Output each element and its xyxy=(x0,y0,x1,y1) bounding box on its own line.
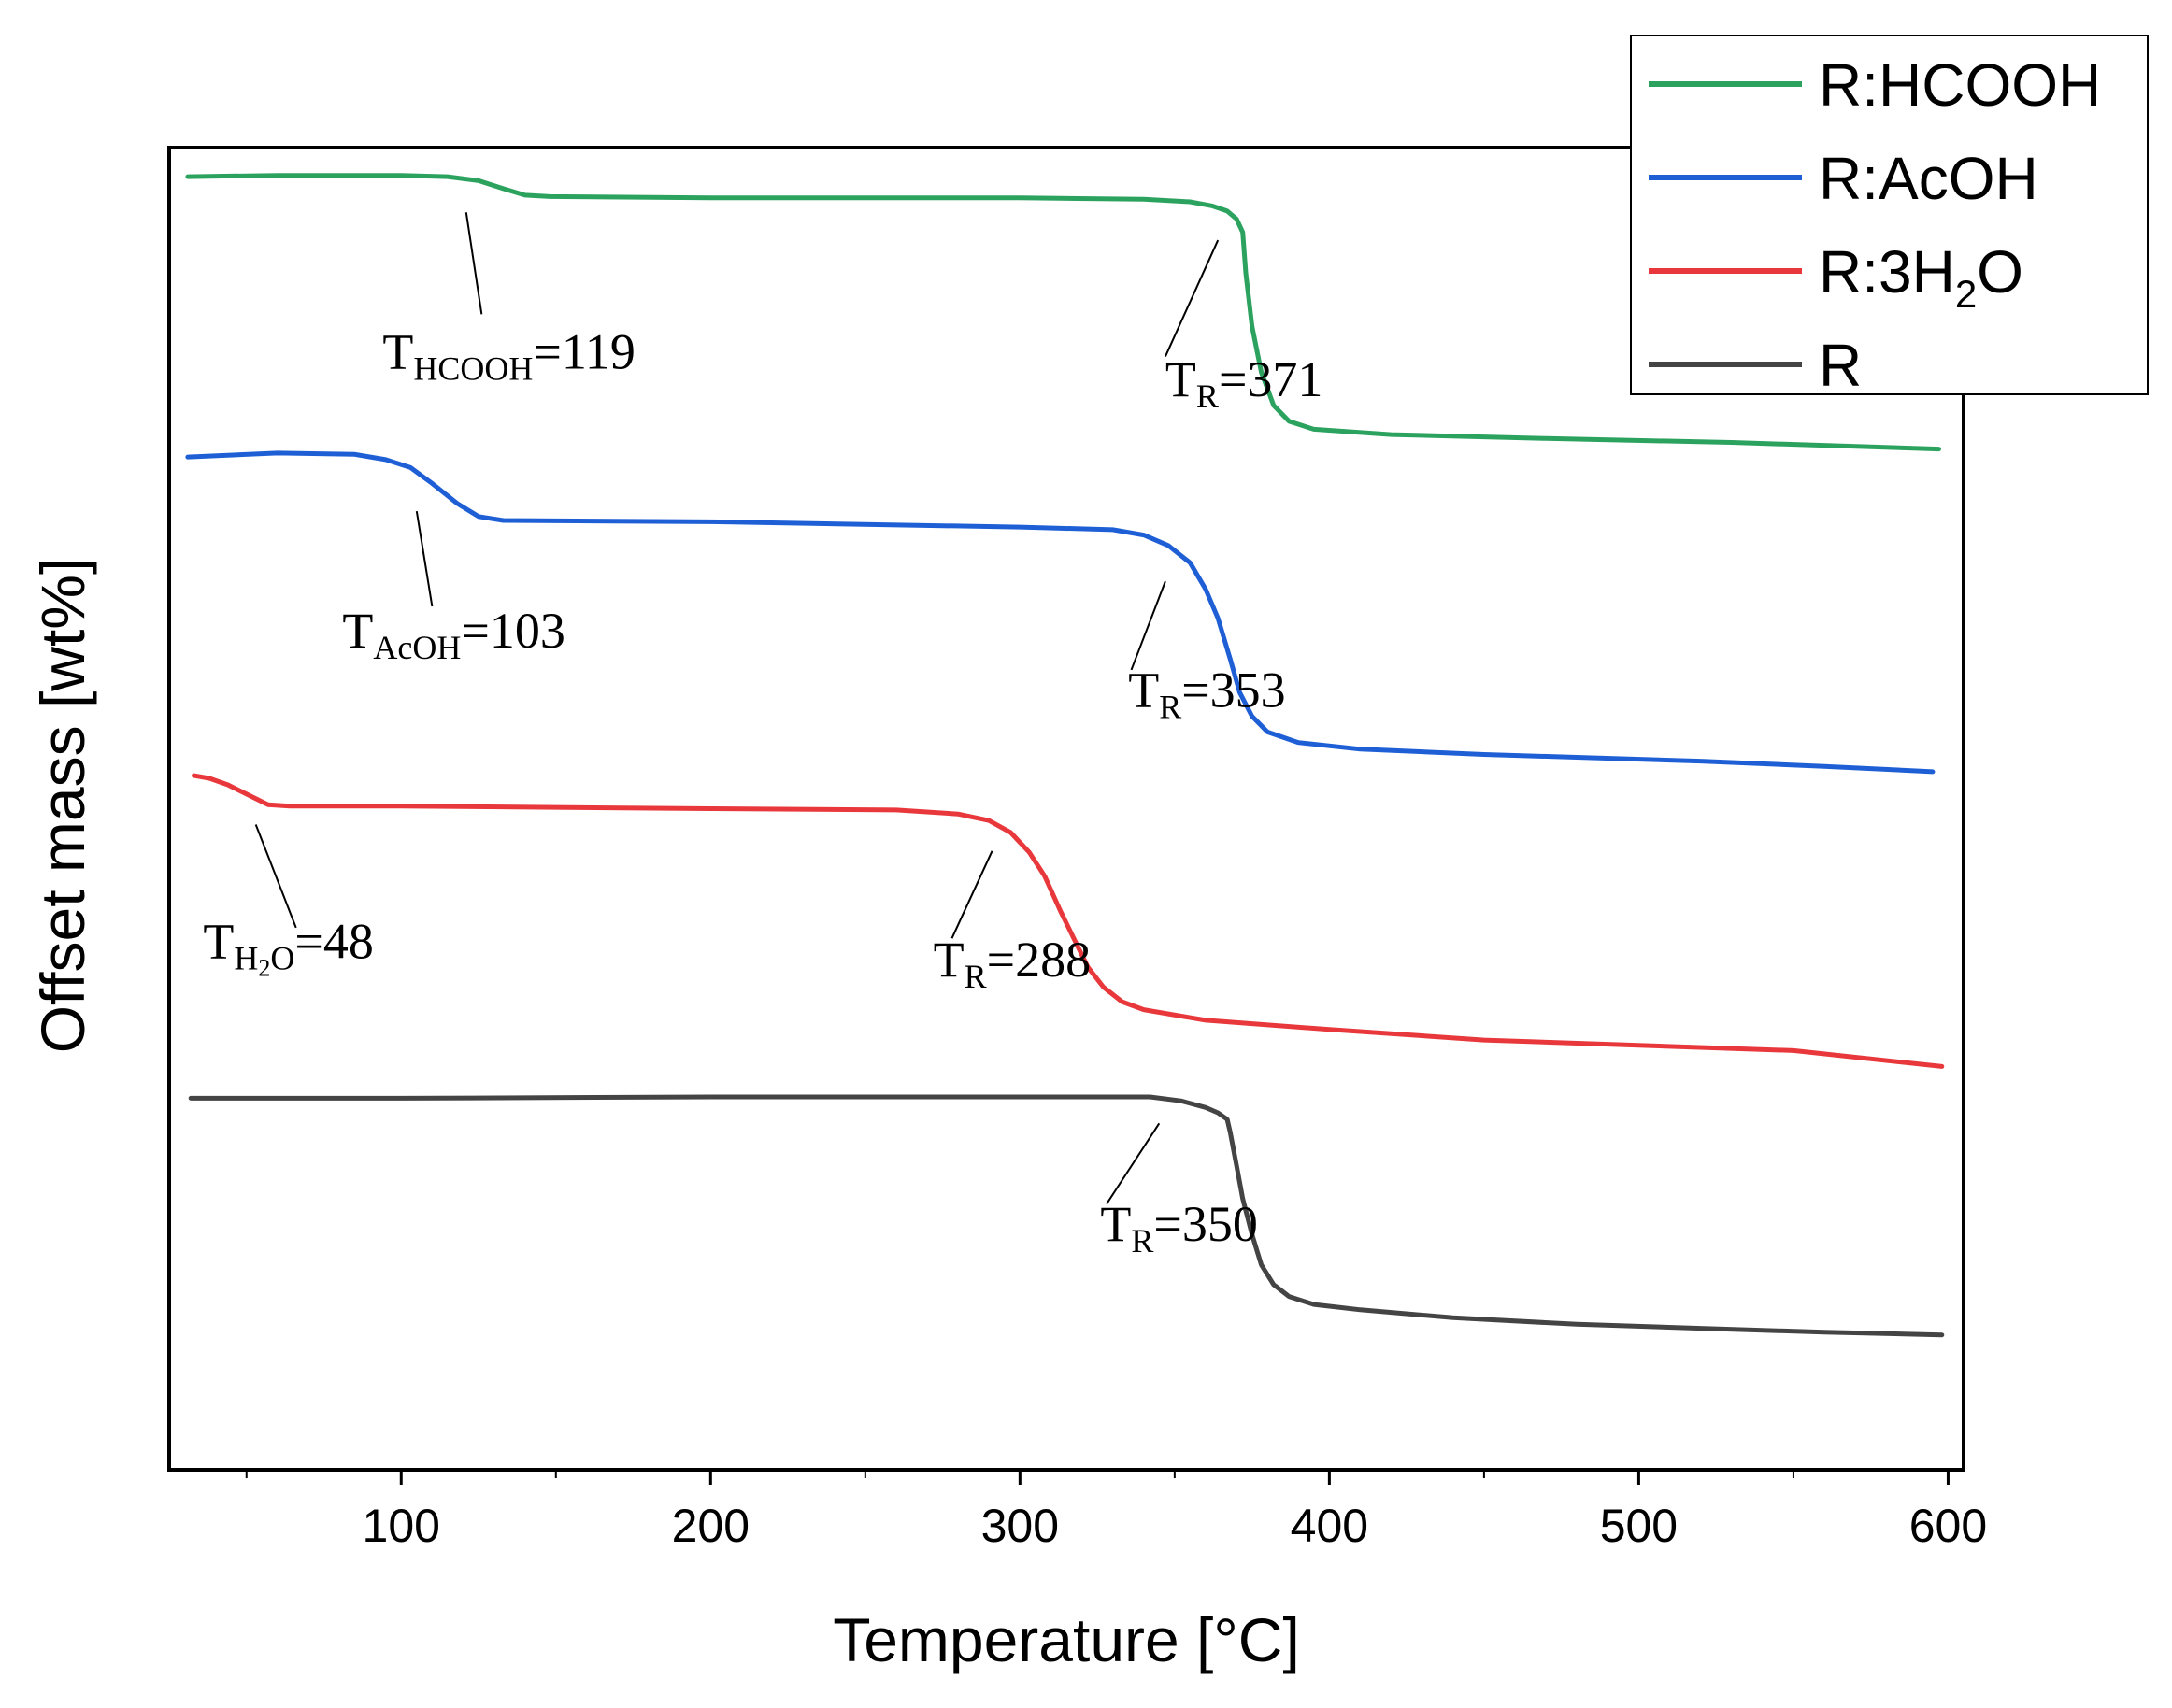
annotation-label: TR=353 xyxy=(1128,662,1285,726)
x-tick-label: 500 xyxy=(1600,1500,1678,1552)
x-tick-label: 200 xyxy=(672,1500,750,1552)
legend-label: R:AcOH xyxy=(1819,145,2038,212)
x-tick-label: 600 xyxy=(1909,1500,1987,1552)
series-lines xyxy=(185,173,1945,1338)
annotation-leader-line xyxy=(1130,580,1166,671)
annotation-leader-line xyxy=(1165,239,1220,357)
annotation-leader-line xyxy=(415,510,434,607)
legend-label: R xyxy=(1819,332,1862,399)
y-axis-title: Offset mass [wt%] xyxy=(28,558,97,1054)
annotation-label: TR=350 xyxy=(1100,1196,1257,1260)
series-line xyxy=(185,450,1936,775)
annotation-label: TR=288 xyxy=(934,932,1091,995)
legend-label: R:HCOOH xyxy=(1819,51,2101,119)
x-tick-label: 400 xyxy=(1291,1500,1368,1552)
x-tick-label: 100 xyxy=(363,1500,440,1552)
annotation-leader-line xyxy=(254,824,297,929)
annotation-leader-line xyxy=(1106,1122,1161,1205)
x-tick-label: 300 xyxy=(981,1500,1059,1552)
annotations: THCOOH=119 TR=371 TAcOH=103 TR=353 TH2O=48 TR… xyxy=(203,212,1322,1260)
annotation-label: TAcOH=103 xyxy=(342,603,564,666)
series-line xyxy=(192,773,1945,1069)
legend: R:HCOOH R:AcOH R:3H2O R xyxy=(1630,35,2149,399)
annotation-label: THCOOH=119 xyxy=(382,323,635,387)
legend-box xyxy=(1630,35,2149,395)
plot-frame xyxy=(167,146,1965,1472)
x-axis-title: Temperature [°C] xyxy=(833,1605,1300,1674)
legend-label: R:3H2O xyxy=(1819,238,2023,316)
annotation-leader-line xyxy=(464,212,483,315)
series-line xyxy=(188,1094,1945,1338)
annotation-label: TR=371 xyxy=(1165,351,1322,415)
annotation-label: TH2O=48 xyxy=(203,913,373,981)
series-line xyxy=(185,173,1941,452)
x-axis-ticks: 100 200 300 400 500 600 xyxy=(245,1470,1987,1552)
annotation-leader-line xyxy=(950,850,993,939)
